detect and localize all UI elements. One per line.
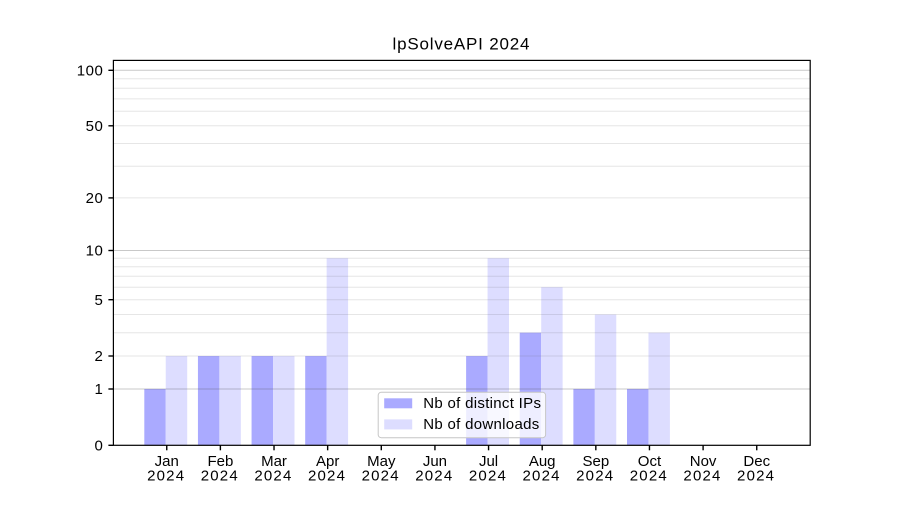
svg-text:lpSolveAPI 2024: lpSolveAPI 2024 bbox=[393, 35, 531, 54]
svg-text:Sep: Sep bbox=[582, 453, 609, 470]
svg-text:Mar: Mar bbox=[261, 453, 287, 470]
svg-text:Nb of distinct IPs: Nb of distinct IPs bbox=[423, 395, 541, 412]
svg-text:Jan: Jan bbox=[155, 453, 179, 470]
svg-text:2024: 2024 bbox=[415, 468, 453, 485]
svg-text:20: 20 bbox=[86, 190, 104, 207]
svg-text:Feb: Feb bbox=[207, 453, 233, 470]
svg-text:100: 100 bbox=[77, 63, 104, 80]
svg-text:Nov: Nov bbox=[690, 453, 717, 470]
svg-text:2: 2 bbox=[94, 348, 103, 365]
svg-text:5: 5 bbox=[94, 292, 103, 309]
svg-text:2024: 2024 bbox=[683, 468, 721, 485]
svg-text:Jun: Jun bbox=[423, 453, 447, 470]
svg-text:2024: 2024 bbox=[362, 468, 400, 485]
svg-text:Nb of downloads: Nb of downloads bbox=[423, 416, 539, 433]
svg-text:Oct: Oct bbox=[638, 453, 662, 470]
svg-text:2024: 2024 bbox=[523, 468, 561, 485]
svg-text:10: 10 bbox=[86, 243, 104, 260]
svg-text:Dec: Dec bbox=[743, 453, 770, 470]
svg-text:Jul: Jul bbox=[479, 453, 498, 470]
svg-text:2024: 2024 bbox=[308, 468, 346, 485]
svg-text:2024: 2024 bbox=[201, 468, 239, 485]
svg-text:50: 50 bbox=[86, 118, 104, 135]
svg-text:1: 1 bbox=[94, 381, 103, 398]
svg-text:2024: 2024 bbox=[737, 468, 775, 485]
svg-text:2024: 2024 bbox=[254, 468, 292, 485]
svg-text:Apr: Apr bbox=[316, 453, 339, 470]
svg-text:May: May bbox=[367, 453, 396, 470]
svg-text:2024: 2024 bbox=[147, 468, 185, 485]
svg-text:2024: 2024 bbox=[630, 468, 668, 485]
svg-text:2024: 2024 bbox=[469, 468, 507, 485]
svg-text:Aug: Aug bbox=[529, 453, 556, 470]
svg-text:0: 0 bbox=[94, 438, 103, 455]
svg-text:2024: 2024 bbox=[576, 468, 614, 485]
